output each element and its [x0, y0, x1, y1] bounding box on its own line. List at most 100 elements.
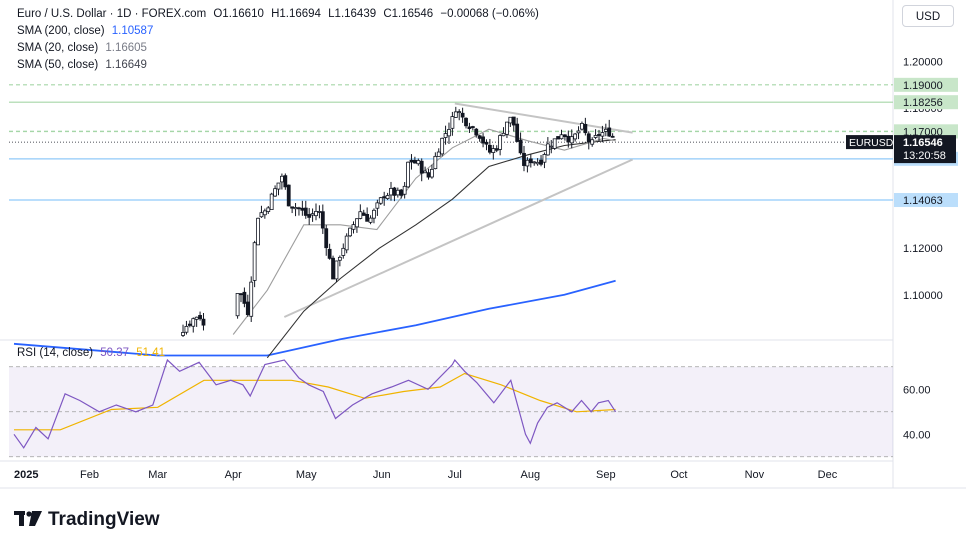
candle-body: [324, 228, 329, 249]
candle-body: [198, 315, 202, 320]
time-tick-label: May: [296, 469, 317, 481]
axes: 1.200001.180001.160001.140001.120001.100…: [14, 57, 958, 481]
candle-body: [389, 187, 393, 196]
sma200-value: 1.10587: [111, 25, 154, 37]
level-label-bg: [894, 124, 958, 139]
candle-body: [607, 127, 612, 137]
tradingview-logo[interactable]: TradingView: [14, 509, 160, 531]
candle-body: [457, 111, 462, 114]
time-tick-label: Dec: [818, 469, 838, 481]
candle-body: [378, 197, 383, 204]
sma50-label: SMA (50, close): [17, 59, 99, 71]
candle-body: [293, 207, 298, 210]
level-label-bg: [894, 95, 958, 110]
candle-body: [409, 159, 414, 163]
rsi-legend[interactable]: RSI (14, close) 50.37 51.41: [17, 347, 165, 359]
candle-body: [334, 260, 339, 280]
currency-button[interactable]: USD: [902, 5, 954, 27]
candle-body: [573, 133, 578, 140]
symbol-title[interactable]: Euro / U.S. Dollar · 1D · FOREX.com: [17, 8, 207, 20]
candle-body: [201, 318, 206, 326]
symbol-tag-bg: [846, 135, 893, 150]
time-tick-label: Aug: [521, 469, 541, 481]
candle-body: [191, 318, 196, 327]
candle-body: [539, 159, 543, 165]
candle-body: [559, 134, 564, 140]
rsi-tick-label: 60.00: [903, 384, 931, 396]
sma50-line: [266, 139, 616, 359]
time-tick-label: Oct: [670, 469, 687, 481]
candle-body: [331, 257, 335, 280]
candle-body: [566, 135, 571, 143]
candle-body: [290, 206, 295, 209]
candle-body: [181, 332, 185, 336]
candle-body: [249, 281, 254, 317]
candle-body: [600, 132, 605, 137]
candle-body: [467, 126, 472, 130]
candle-body: [498, 135, 503, 150]
candle-body: [262, 210, 267, 216]
sma50-row[interactable]: SMA (50, close) 1.16649: [17, 57, 539, 74]
rsi-ma-value: 51.41: [136, 347, 166, 359]
candle-body: [556, 136, 560, 140]
candle-body: [470, 126, 475, 128]
candle-body: [184, 325, 189, 333]
price-tag: 1.16546: [903, 137, 943, 149]
candle-body: [239, 293, 243, 296]
candle-body: [341, 247, 346, 256]
candle-body: [487, 144, 492, 153]
candle-body: [351, 224, 356, 230]
candle-body: [266, 207, 271, 212]
time-tick-label: Feb: [80, 469, 99, 481]
candle-body: [412, 159, 417, 164]
candle-body: [355, 218, 359, 228]
candle-body: [269, 193, 274, 210]
candle-body: [532, 161, 537, 164]
level-label-bg: [894, 193, 958, 208]
candle-body: [320, 211, 325, 229]
trendline: [454, 102, 633, 134]
high-value: H1.16694: [271, 8, 321, 20]
candle-body: [368, 217, 373, 223]
rsi-label: RSI (14, close): [17, 347, 94, 359]
candles: [181, 106, 615, 337]
candle-body: [307, 214, 312, 218]
candle-body: [317, 211, 322, 213]
rsi-panel: [9, 366, 893, 458]
time-tick-label: Jun: [373, 469, 391, 481]
rsi-ma-line: [14, 372, 616, 431]
candle-body: [477, 135, 482, 139]
candle-body: [337, 256, 342, 261]
trendline: [283, 158, 634, 318]
time-tick-label: Jul: [448, 469, 462, 481]
price-tick-label: 1.10000: [903, 290, 943, 302]
open-value: O1.16610: [213, 8, 264, 20]
sma20-value: 1.16605: [105, 42, 147, 54]
sma20-line: [232, 128, 616, 335]
candle-body: [402, 185, 407, 195]
candle-body: [303, 207, 308, 216]
candle-body: [603, 128, 608, 132]
candle-body: [593, 135, 598, 138]
candle-body: [276, 182, 281, 190]
candle-body: [385, 195, 390, 200]
candle-body: [406, 161, 410, 188]
candle-body: [358, 211, 363, 219]
candle-body: [576, 130, 581, 134]
candle-body: [419, 160, 424, 174]
candle-body: [187, 323, 192, 326]
candle-body: [245, 301, 250, 316]
candle-body: [327, 248, 332, 259]
countdown-tag: 13:20:58: [903, 150, 946, 162]
candle-body: [491, 148, 496, 153]
candle-body: [586, 133, 591, 143]
candle-body: [297, 207, 301, 210]
candle-body: [344, 235, 349, 251]
candle-body: [518, 139, 523, 154]
sma20-row[interactable]: SMA (20, close) 1.16605: [17, 40, 539, 57]
sma200-row[interactable]: SMA (200, close) 1.10587: [17, 23, 539, 40]
sma200-line: [13, 279, 616, 357]
candle-body: [447, 129, 451, 137]
time-tick-label: Mar: [148, 469, 167, 481]
